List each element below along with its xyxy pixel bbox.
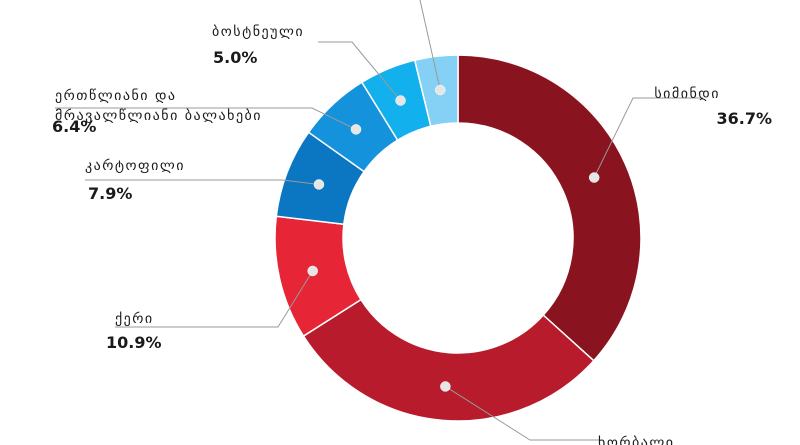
leader-dot-grasses (350, 124, 362, 135)
leader-dot-wheat (440, 381, 451, 392)
slices-layer (274, 54, 642, 422)
leader-dot-potato (313, 179, 325, 190)
slice-label-vegetables: ბოსტნეული (212, 24, 304, 40)
leader-line-grasses (55, 107, 357, 130)
slice-value-potato: 7.9% (88, 184, 132, 203)
leader-line-wheat (445, 386, 600, 441)
slice-label-grasses: ერთწლიანი და მრავალწლიანი ბალახები (55, 87, 262, 124)
leader-line-barley (115, 270, 314, 328)
slice-value-corn: 36.7% (716, 109, 772, 128)
slice-label-grasses-line2: მრავალწლიანი ბალახები (55, 107, 262, 124)
slice-label-potato: კარტოფილი (85, 157, 185, 174)
leader-line-other (419, 0, 441, 91)
leader-dot-barley (307, 265, 318, 277)
slice-wheat (302, 298, 595, 422)
slice-label-grasses-line1: ერთწლიანი და (55, 87, 177, 104)
slice-corn (457, 54, 642, 362)
slice-label-wheat: ხორბალი (598, 434, 674, 445)
leader-line-corn (593, 97, 703, 178)
leader-dot-vegetables (395, 95, 406, 106)
leader-line-potato (85, 179, 320, 185)
slice-value-vegetables: 5.0% (213, 48, 257, 67)
slice-value-grasses: 6.4% (52, 117, 96, 136)
slice-label-corn: სიმინდი (654, 86, 720, 102)
leader-dot-other (435, 84, 446, 96)
slice-value-barley: 10.9% (106, 333, 162, 352)
leader-line-vegetables (318, 41, 401, 101)
leader-dot-corn (588, 172, 600, 183)
leaders-layer (55, 0, 703, 441)
slice-label-barley: ქერი (115, 310, 154, 327)
